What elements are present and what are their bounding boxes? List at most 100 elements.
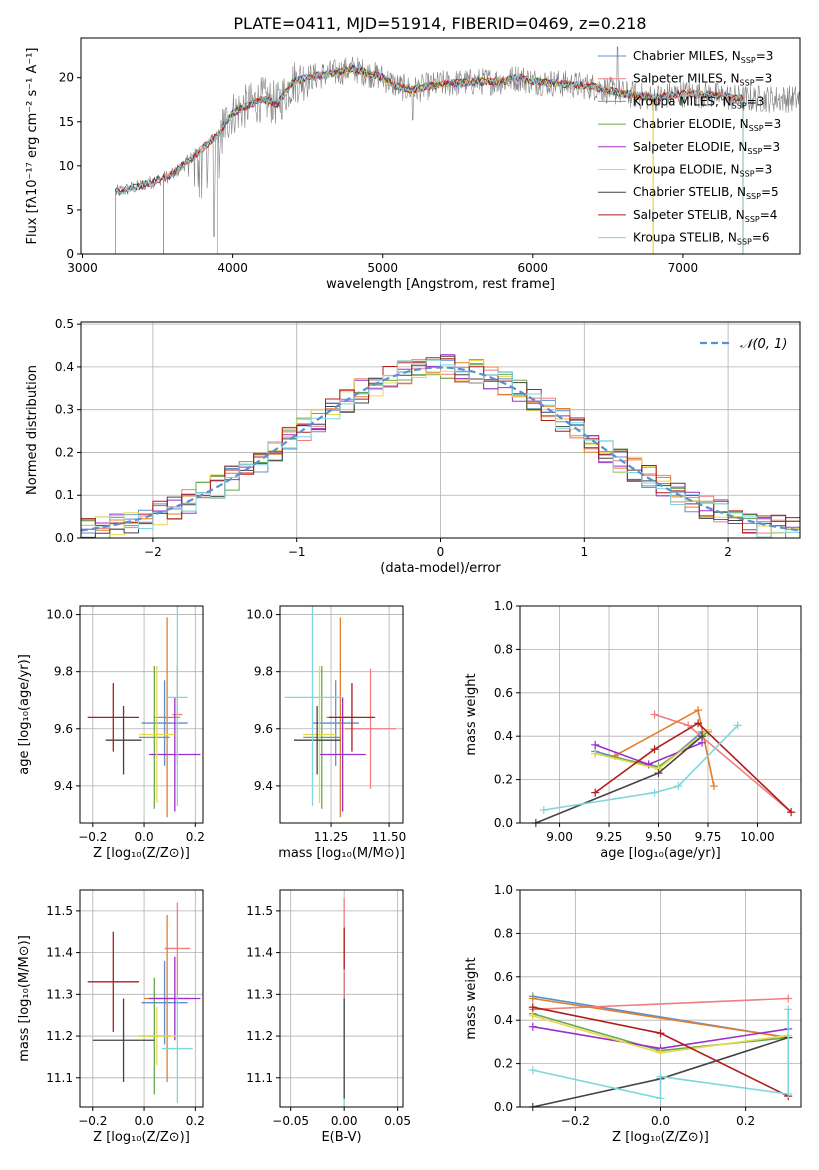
axes-frame xyxy=(79,889,204,1108)
y-tick-label: 10 xyxy=(59,159,74,173)
legend-entry: Kroupa MILES, NSSP=3 xyxy=(633,94,764,110)
x-tick-label: 9.50 xyxy=(645,830,672,844)
x-tick-label: −0.05 xyxy=(272,1114,309,1128)
legend-entry: Salpeter MILES, NSSP=3 xyxy=(633,72,772,88)
x-axis-label: wavelength [Angstrom, rest frame] xyxy=(326,277,555,292)
y-tick-label: 9.4 xyxy=(254,779,273,793)
axes: −0.2 0.0 0.2 9.4 9.6 9.8 10.0 Z [log₁₀(Z/Z⊙)] ag… xyxy=(17,605,205,861)
x-tick-label: −0.2 xyxy=(78,1114,107,1128)
y-tick-label: 11.4 xyxy=(246,946,273,960)
x-axis-label: Z [log₁₀(Z/Z⊙)] xyxy=(93,1130,190,1145)
x-tick-label: 0.0 xyxy=(135,1114,154,1128)
x-tick-label: 9.25 xyxy=(596,830,623,844)
x-tick-label: 0.05 xyxy=(384,1114,411,1128)
y-tick-label: 9.8 xyxy=(54,665,73,679)
weight-line xyxy=(654,713,792,813)
y-tick-label: 20 xyxy=(59,71,74,85)
y-tick-label: 0.2 xyxy=(55,445,74,459)
weight-line xyxy=(594,722,792,813)
y-tick-label: 11.5 xyxy=(46,904,73,918)
x-tick-label: 3000 xyxy=(67,261,98,275)
y-axis-label: Flux [fλ10⁻¹⁷ erg cm⁻² s⁻¹ A⁻¹] xyxy=(25,48,40,245)
x-tick-label: 10.00 xyxy=(740,830,774,844)
axes-frame xyxy=(279,605,404,824)
y-tick-label: 0.0 xyxy=(55,531,74,545)
y-tick-label: 0.8 xyxy=(494,926,513,940)
x-tick-label: 0.2 xyxy=(736,1114,755,1128)
y-tick-label: 11.5 xyxy=(246,904,273,918)
y-tick-label: 0.4 xyxy=(55,360,74,374)
x-tick-label: 11.50 xyxy=(372,830,406,844)
axes-frame xyxy=(80,321,801,539)
x-axis-label: mass [log₁₀(M/M⊙)] xyxy=(278,846,405,861)
y-tick-label: 9.6 xyxy=(54,722,73,736)
y-tick-label: 15 xyxy=(59,115,74,129)
x-tick-label: 0.2 xyxy=(186,830,205,844)
axes-frame xyxy=(80,37,801,255)
y-tick-label: 11.2 xyxy=(46,1029,73,1043)
x-tick-label: 2 xyxy=(724,545,732,559)
y-tick-label: 0.1 xyxy=(55,488,74,502)
x-tick-label: 0.0 xyxy=(651,1114,670,1128)
model-spectrum xyxy=(115,66,744,254)
y-tick-label: 0.6 xyxy=(494,970,513,984)
legend-entry: Chabrier MILES, NSSP=3 xyxy=(633,49,773,65)
y-tick-label: 11.1 xyxy=(246,1071,273,1085)
y-axis-label: Normed distribution xyxy=(25,365,40,495)
legend-entry: Kroupa STELIB, NSSP=6 xyxy=(633,231,770,247)
x-tick-label: 0.0 xyxy=(135,830,154,844)
y-tick-label: 9.6 xyxy=(254,722,273,736)
model-spectrum xyxy=(217,63,654,254)
x-tick-label: 0 xyxy=(437,545,445,559)
y-tick-label: 0.6 xyxy=(494,686,513,700)
y-tick-label: 11.1 xyxy=(46,1071,73,1085)
x-tick-label: 5000 xyxy=(367,261,398,275)
y-tick-label: 11.4 xyxy=(46,946,73,960)
axes: 11.25 11.50 9.4 9.6 9.8 10.0 mass [log₁₀(M/M⊙)… xyxy=(246,605,406,861)
x-tick-label: 6000 xyxy=(518,261,549,275)
x-axis-label: age [log₁₀(age/yr)] xyxy=(600,846,721,861)
y-axis-label: mass weight xyxy=(464,957,479,1039)
y-tick-label: 11.3 xyxy=(246,987,273,1001)
legend-entry: Salpeter STELIB, NSSP=4 xyxy=(633,208,777,224)
y-tick-label: 5 xyxy=(66,203,74,217)
observed-spectrum xyxy=(115,46,800,254)
axes: −0.05 0.00 0.05 11.1 11.2 11.3 11.4 11.5 E(B-V) xyxy=(246,889,411,1145)
weight-line xyxy=(532,997,789,1039)
y-tick-label: 1.0 xyxy=(494,599,513,613)
x-tick-label: 9.75 xyxy=(695,830,722,844)
axes-frame xyxy=(519,889,802,1108)
y-axis-label: mass weight xyxy=(464,673,479,755)
y-tick-label: 0 xyxy=(66,247,74,261)
y-tick-label: 9.8 xyxy=(254,665,273,679)
x-tick-label: −0.2 xyxy=(78,830,107,844)
y-axis-label: mass [log₁₀(M/M⊙)] xyxy=(17,935,32,1062)
x-tick-label: 7000 xyxy=(668,261,699,275)
y-tick-label: 11.3 xyxy=(46,987,73,1001)
axes: 9.00 9.25 9.50 9.75 10.00 0.0 0.2 0.4 0.6 0.8 1.0 a… xyxy=(464,599,802,861)
x-axis-label: E(B-V) xyxy=(321,1130,361,1145)
y-tick-label: 0.8 xyxy=(494,642,513,656)
y-tick-label: 9.4 xyxy=(54,779,73,793)
x-tick-label: −1 xyxy=(288,545,306,559)
legend-entry: Kroupa ELODIE, NSSP=3 xyxy=(633,163,772,179)
weight-line xyxy=(543,724,739,811)
axes: −0.2 0.0 0.2 0.0 0.2 0.4 0.6 0.8 1.0 Z [log₁₀(Z/Z… xyxy=(464,883,802,1145)
x-tick-label: 1 xyxy=(580,545,588,559)
axes: 3000 4000 5000 6000 7000 0 5 10 15 20 wavelength [… xyxy=(25,37,801,292)
legend-entry: 𝒩(0, 1) xyxy=(740,337,787,352)
x-axis-label: Z [log₁₀(Z/Z⊙)] xyxy=(93,846,190,861)
y-tick-label: 0.0 xyxy=(494,816,513,830)
legend-entry: Salpeter ELODIE, NSSP=3 xyxy=(633,140,780,156)
y-tick-label: 0.5 xyxy=(55,317,74,331)
axes-frame xyxy=(79,605,204,824)
y-tick-label: 1.0 xyxy=(494,883,513,897)
x-tick-label: −2 xyxy=(144,545,162,559)
y-tick-label: 0.4 xyxy=(494,729,513,743)
figure-title: PLATE=0411, MJD=51914, FIBERID=0469, z=0… xyxy=(233,14,646,33)
x-tick-label: 0.2 xyxy=(186,1114,205,1128)
x-axis-label: Z [log₁₀(Z/Z⊙)] xyxy=(612,1130,709,1145)
x-tick-label: 4000 xyxy=(217,261,248,275)
legend-entry: Chabrier STELIB, NSSP=5 xyxy=(633,185,779,201)
